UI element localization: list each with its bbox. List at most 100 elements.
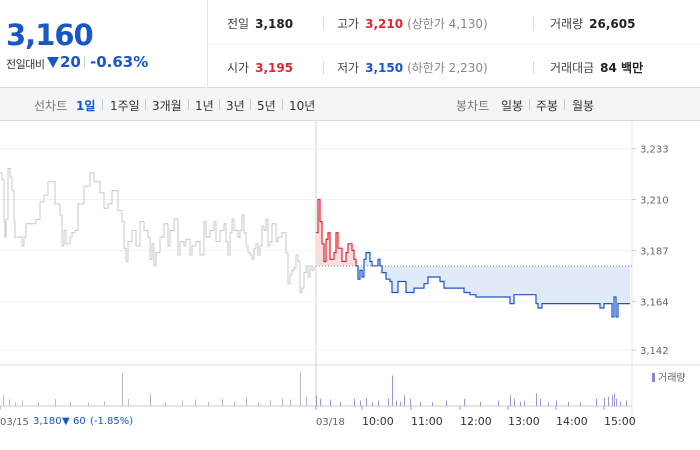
price-tick-label: 3,187 bbox=[640, 246, 669, 257]
volume-bar bbox=[222, 398, 223, 406]
volume-bar bbox=[396, 400, 397, 406]
volume-bar bbox=[55, 398, 56, 406]
tab-1year[interactable]: 1년 bbox=[195, 99, 214, 113]
stat-value: 3,180 bbox=[255, 17, 294, 31]
divider bbox=[84, 56, 85, 69]
prev-day-change: 60 bbox=[73, 416, 86, 427]
volume-bar bbox=[270, 400, 271, 406]
volume-bar bbox=[104, 400, 105, 406]
volume-bar bbox=[410, 398, 411, 406]
volume-bar bbox=[182, 400, 183, 406]
change-value: 20 bbox=[60, 53, 81, 71]
lower-limit-note: (하한가 2,230) bbox=[407, 61, 488, 75]
candle-chart-label: 봉차트 bbox=[456, 99, 490, 113]
volume-bar bbox=[366, 398, 367, 406]
price-box: 3,160 전일대비 20 -0.63% bbox=[0, 0, 208, 88]
divider bbox=[529, 99, 530, 110]
volume-bar bbox=[420, 401, 421, 406]
volume-legend-swatch bbox=[652, 373, 655, 382]
volume-bar bbox=[520, 401, 521, 406]
divider bbox=[533, 17, 534, 30]
volume-bar bbox=[340, 401, 341, 406]
time-tick-label: 03/15 bbox=[0, 417, 29, 428]
time-tick-label: 13:00 bbox=[508, 415, 540, 428]
tab-3month[interactable]: 3개월 bbox=[152, 99, 182, 113]
time-tick-label: 03/18 bbox=[316, 417, 345, 428]
volume-bar bbox=[446, 400, 447, 406]
tab-weekly-candle[interactable]: 주봉 bbox=[536, 99, 559, 113]
stat-label: 고가 bbox=[337, 17, 360, 31]
tab-10year[interactable]: 10년 bbox=[289, 99, 316, 113]
volume-bar bbox=[612, 395, 613, 406]
volume-bar bbox=[480, 401, 481, 406]
volume-bar bbox=[282, 398, 283, 406]
divider bbox=[145, 99, 146, 110]
stat-label: 거래량 bbox=[550, 17, 584, 31]
down-triangle-icon bbox=[47, 57, 59, 68]
upper-limit-note: (상한가 4,130) bbox=[407, 17, 488, 31]
volume-bar bbox=[316, 395, 317, 406]
chart-period-tabs: 선차트 1일 1주일 3개월 1년 3년 5년 10년 봉차트 일봉 주봉 월봉 bbox=[0, 88, 700, 121]
volume-bars bbox=[3, 371, 627, 406]
volume-bar bbox=[498, 400, 499, 406]
time-axis-labels: 03/15 03/18 10:00 11:00 12:00 13:00 14:00 15:00 bbox=[0, 406, 636, 428]
volume-legend: 거래량 bbox=[658, 372, 686, 384]
change-percent: -0.63% bbox=[90, 53, 149, 71]
stats-panel: 전일 3,180 고가 3,210 (상한가 4,130) 거래량 26,605 시가 3… bbox=[209, 0, 700, 88]
stat-label: 시가 bbox=[227, 61, 250, 75]
tab-1day[interactable]: 1일 bbox=[76, 99, 96, 113]
stat-value: 3,195 bbox=[255, 61, 294, 75]
divider bbox=[323, 17, 324, 30]
stat-volume: 거래량 26,605 bbox=[550, 15, 635, 32]
stat-label: 저가 bbox=[337, 61, 360, 75]
volume-bar bbox=[608, 397, 609, 406]
today-line-up bbox=[316, 198, 357, 266]
volume-bar bbox=[464, 398, 465, 406]
prev-day-arrow: ▼ bbox=[62, 416, 70, 427]
tab-1week[interactable]: 1주일 bbox=[110, 99, 140, 113]
stat-prev-close: 전일 3,180 bbox=[227, 15, 293, 32]
intraday-price-chart: 3,233 3,210 3,187 3,164 3,142 거래량 03/15 03/18… bbox=[0, 121, 700, 428]
stat-high: 고가 3,210 (상한가 4,130) bbox=[337, 15, 488, 32]
volume-bar bbox=[300, 371, 301, 406]
volume-bar bbox=[432, 402, 433, 406]
stat-value: 3,210 bbox=[365, 17, 404, 31]
volume-bar bbox=[392, 375, 393, 406]
volume-bar bbox=[400, 401, 401, 406]
volume-bar bbox=[614, 393, 615, 406]
tab-5year[interactable]: 5년 bbox=[257, 99, 276, 113]
tab-3year[interactable]: 3년 bbox=[226, 99, 245, 113]
price-tick-label: 3,142 bbox=[640, 346, 669, 357]
volume-bar bbox=[388, 398, 389, 406]
change-label: 전일대비 bbox=[6, 58, 45, 71]
volume-bar bbox=[378, 400, 379, 406]
volume-bar bbox=[88, 402, 89, 406]
time-tick-label: 15:00 bbox=[604, 415, 636, 428]
volume-bar bbox=[596, 398, 597, 406]
price-tick-labels: 3,233 3,210 3,187 3,164 3,142 bbox=[640, 145, 669, 358]
tab-daily-candle[interactable]: 일봉 bbox=[501, 99, 524, 113]
volume-bar bbox=[15, 402, 16, 406]
volume-bar bbox=[604, 398, 605, 406]
tab-monthly-candle[interactable]: 월봉 bbox=[572, 99, 595, 113]
line-chart-label: 선차트 bbox=[34, 99, 68, 113]
volume-bar bbox=[3, 395, 4, 406]
stock-summary: 3,160 전일대비 20 -0.63% 전일 3,180 고가 3,210 (상한가… bbox=[0, 0, 700, 88]
volume-bar bbox=[195, 399, 196, 406]
stat-trade-value: 거래대금 84 백만 bbox=[550, 59, 643, 76]
volume-bar bbox=[536, 393, 537, 406]
divider bbox=[282, 99, 283, 110]
volume-bar bbox=[122, 373, 123, 406]
divider bbox=[533, 61, 534, 74]
volume-bar bbox=[540, 398, 541, 406]
volume-bar bbox=[620, 401, 621, 406]
stat-value: 84 백만 bbox=[600, 61, 644, 75]
today-area-fill bbox=[316, 199, 630, 317]
divider bbox=[188, 99, 189, 110]
stat-value: 3,150 bbox=[365, 61, 404, 75]
volume-bar bbox=[258, 402, 259, 406]
volume-bar bbox=[330, 399, 331, 406]
volume-bar bbox=[9, 399, 10, 406]
divider bbox=[564, 99, 565, 110]
volume-bar bbox=[548, 402, 549, 406]
